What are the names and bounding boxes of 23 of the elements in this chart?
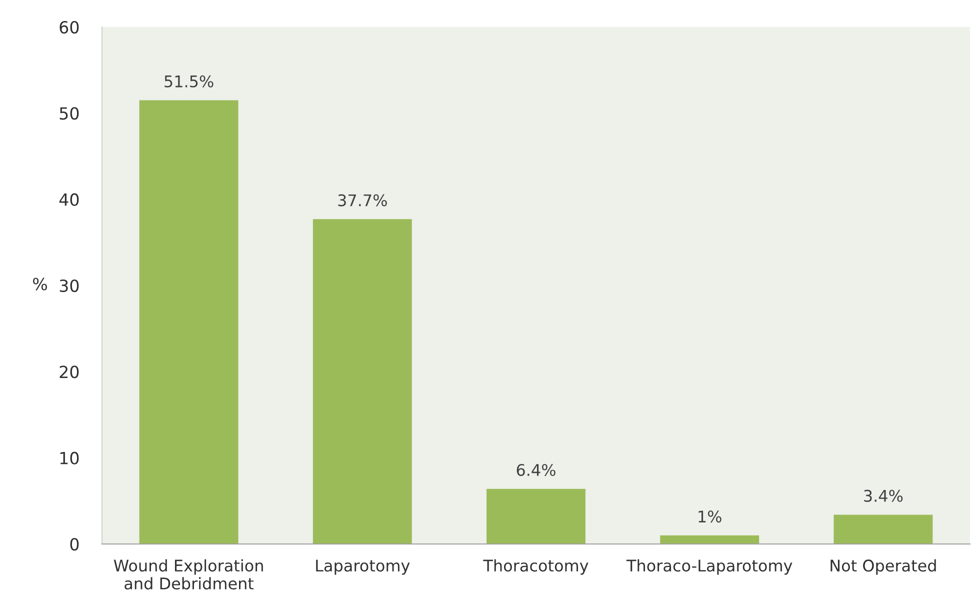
bar — [660, 535, 760, 544]
x-tick-label: Thoracotomy — [483, 559, 588, 575]
bar — [312, 219, 412, 544]
y-tick-label: 20 — [60, 366, 79, 378]
x-tick-label: Laparotomy — [316, 560, 410, 575]
x-tick-label: Wound Exploration and Debridment — [114, 559, 263, 590]
bar — [139, 100, 238, 544]
data-label: 1% — [698, 510, 722, 523]
data-label: 3.4% — [864, 490, 903, 502]
y-tick-label: 0 — [70, 538, 79, 551]
y-tick-label: 40 — [59, 193, 79, 206]
bar — [486, 488, 586, 544]
y-tick-label: 50 — [60, 107, 79, 120]
x-tick-label: Thoraco-Laparotomy — [626, 559, 792, 575]
data-label: 51.5% — [164, 75, 214, 88]
bar — [834, 514, 933, 544]
data-label: 6.4% — [516, 464, 556, 476]
y-tick-label: 60 — [60, 20, 79, 34]
y-tick-label: 10 — [60, 452, 79, 464]
data-label: 37.7% — [338, 194, 387, 206]
x-tick-label: Not Operated — [830, 559, 936, 575]
y-axis-title: % — [33, 278, 47, 290]
y-tick-label: 30 — [60, 279, 79, 292]
